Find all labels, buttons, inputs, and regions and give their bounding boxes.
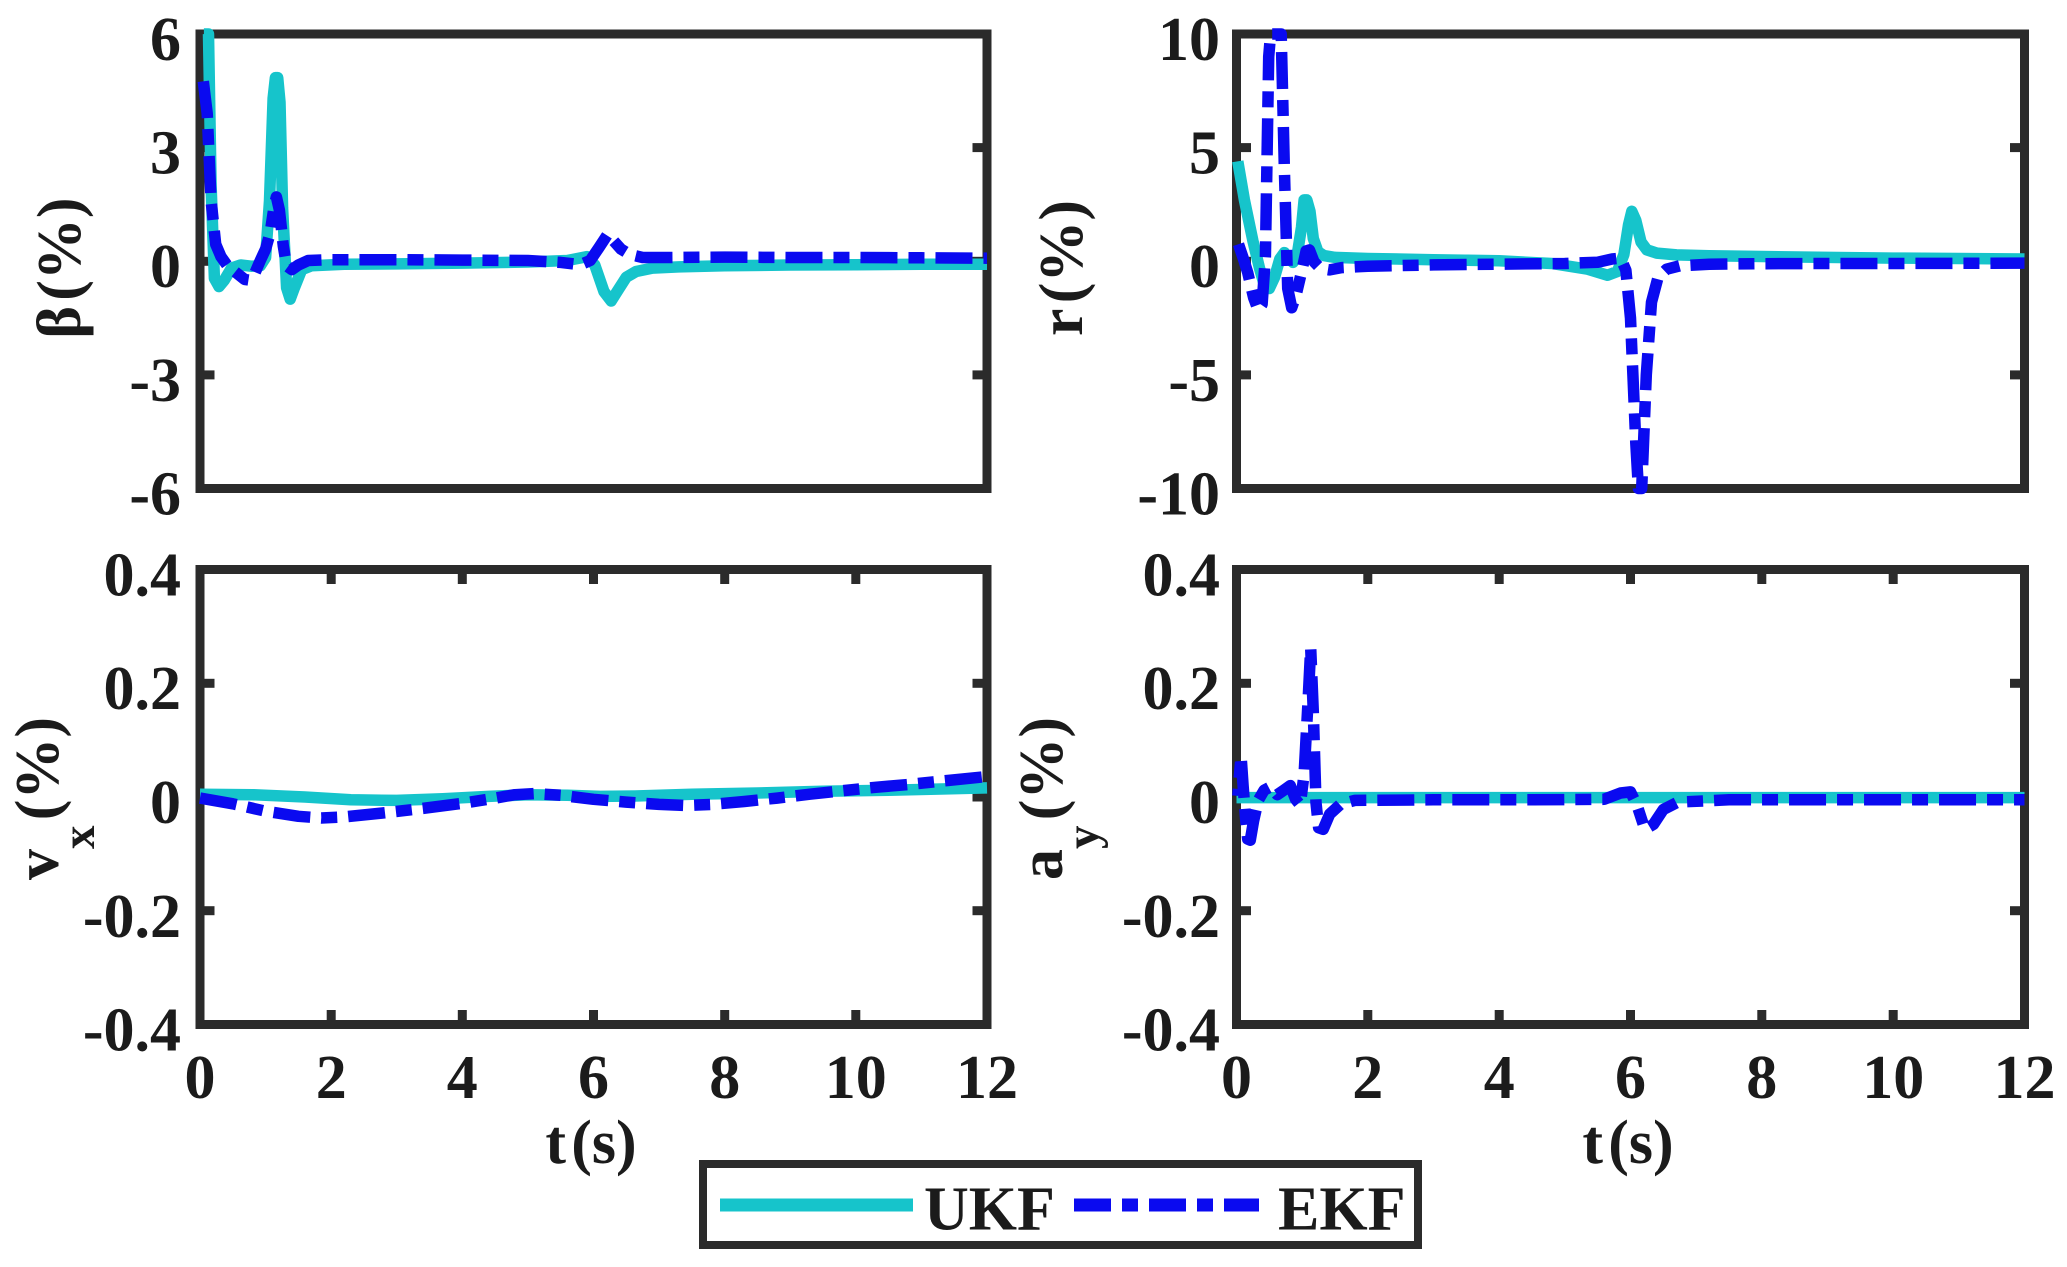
svg-text:0.4: 0.4: [1143, 542, 1221, 610]
svg-text:0.4: 0.4: [104, 542, 182, 610]
svg-text:2: 2: [316, 1044, 347, 1112]
svg-text:-10: -10: [1137, 461, 1220, 529]
svg-text:-6: -6: [129, 461, 181, 529]
svg-text:t (s): t (s): [1582, 1109, 1673, 1177]
svg-text:8: 8: [1746, 1044, 1777, 1112]
svg-text:EKF: EKF: [1278, 1176, 1405, 1244]
svg-text:12: 12: [1994, 1044, 2056, 1112]
svg-text:3: 3: [150, 120, 181, 188]
svg-text:2: 2: [1352, 1044, 1383, 1112]
svg-text:0: 0: [1189, 769, 1220, 837]
svg-text:6: 6: [1615, 1044, 1646, 1112]
svg-text:0: 0: [1189, 233, 1220, 301]
svg-text:4: 4: [447, 1044, 478, 1112]
svg-text:0.2: 0.2: [104, 655, 182, 723]
svg-text:-0.4: -0.4: [83, 997, 181, 1065]
svg-text:-3: -3: [129, 347, 181, 415]
svg-text:0: 0: [1221, 1044, 1252, 1112]
svg-text:0: 0: [185, 1044, 216, 1112]
svg-text:10: 10: [1862, 1044, 1924, 1112]
svg-text:r (%): r (%): [1028, 200, 1096, 336]
svg-text:6: 6: [150, 6, 181, 74]
svg-text:-5: -5: [1168, 347, 1220, 415]
svg-text:UKF: UKF: [924, 1176, 1055, 1244]
svg-text:-0.2: -0.2: [83, 883, 181, 951]
svg-text:6: 6: [578, 1044, 609, 1112]
svg-text:10: 10: [825, 1044, 887, 1112]
svg-text:-0.4: -0.4: [1122, 997, 1220, 1065]
svg-text:0: 0: [150, 769, 181, 837]
svg-text:8: 8: [709, 1044, 740, 1112]
svg-text:0.2: 0.2: [1143, 655, 1221, 723]
svg-text:4: 4: [1484, 1044, 1515, 1112]
svg-text:t (s): t (s): [545, 1109, 636, 1177]
svg-text:12: 12: [956, 1044, 1018, 1112]
svg-text:0: 0: [150, 233, 181, 301]
svg-text:-0.2: -0.2: [1122, 883, 1220, 951]
svg-text:5: 5: [1189, 120, 1220, 188]
svg-text:β (%): β (%): [26, 197, 94, 338]
svg-text:10: 10: [1158, 6, 1220, 74]
